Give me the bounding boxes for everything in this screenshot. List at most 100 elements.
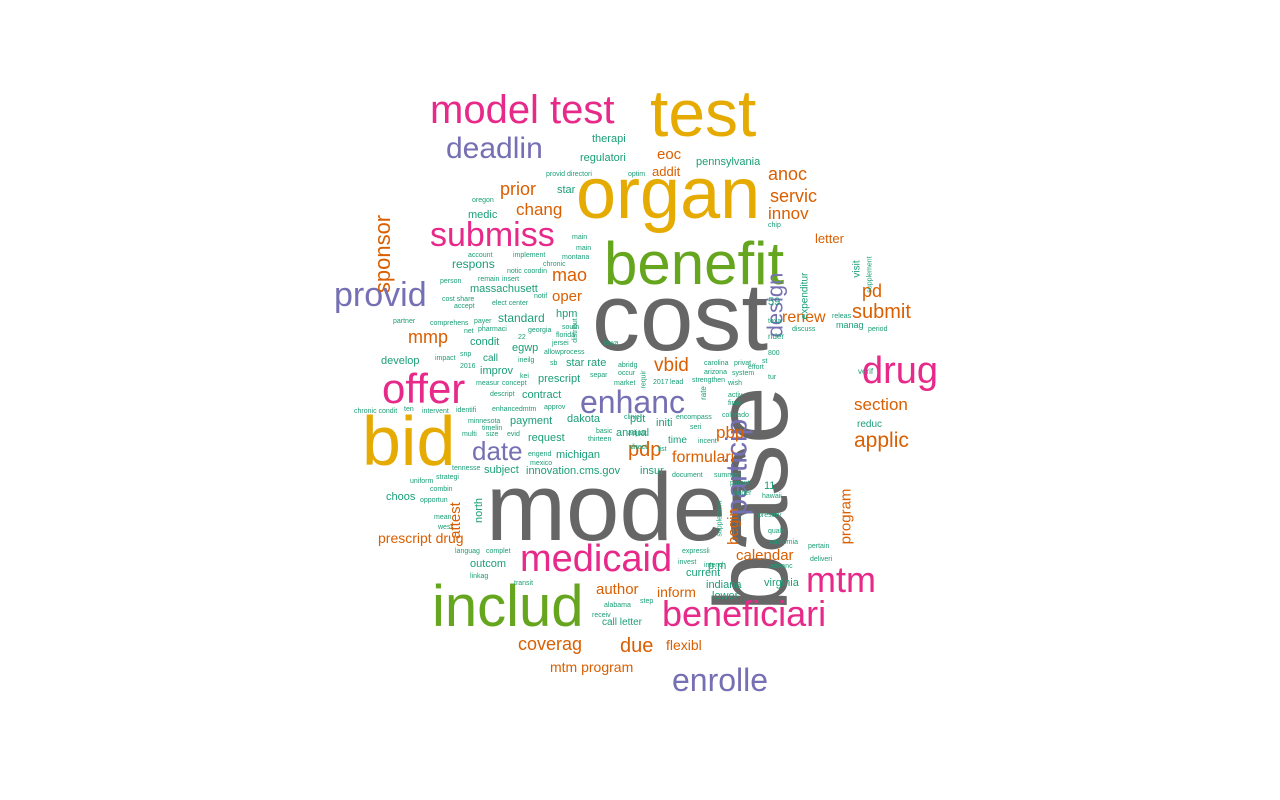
- word-cloud-term: impact: [435, 355, 456, 362]
- word-cloud-term: market: [614, 380, 636, 387]
- word-cloud-term: ten: [404, 406, 414, 413]
- word-cloud-term: account: [468, 252, 493, 259]
- word-cloud-term: size: [486, 431, 499, 438]
- word-cloud-term: servic: [770, 186, 818, 206]
- word-cloud-term: prescript: [538, 373, 581, 385]
- word-cloud-term: supplement: [716, 499, 724, 537]
- word-cloud-term: star: [557, 184, 576, 196]
- word-cloud-term: optim: [628, 171, 646, 178]
- word-cloud-term: sb: [550, 360, 558, 367]
- word-cloud-term: privat: [734, 360, 752, 367]
- word-cloud-term: sponsor: [370, 214, 396, 294]
- word-cloud-term: period: [868, 326, 888, 333]
- word-cloud-term: effort: [748, 364, 764, 371]
- word-cloud-term: 2016: [460, 363, 476, 370]
- word-cloud-term: finder: [734, 490, 752, 497]
- word-cloud-term: standard: [498, 311, 545, 325]
- word-cloud-term: mexico: [530, 460, 553, 467]
- word-cloud-term: applic: [854, 429, 909, 452]
- word-cloud-term: summari: [714, 472, 741, 479]
- word-cloud-term: jersei: [552, 340, 569, 347]
- word-cloud-term: enhancedmtm: [492, 406, 537, 413]
- word-cloud-term: pd: [862, 281, 883, 301]
- word-cloud-term: provid: [334, 276, 427, 314]
- word-cloud-term: innov: [768, 204, 809, 223]
- word-cloud-term: michigan: [556, 449, 601, 461]
- word-cloud-term: colorado: [722, 412, 749, 419]
- word-cloud-term: measur: [476, 380, 500, 387]
- word-cloud-term: comprehens: [430, 320, 469, 327]
- word-cloud-term: author: [596, 581, 639, 598]
- word-cloud-term: ineilg: [518, 357, 535, 364]
- word-cloud-term: georgia: [528, 327, 552, 334]
- word-cloud-term: star rate: [566, 357, 607, 369]
- word-cloud-term: final: [728, 400, 741, 407]
- word-cloud-term: west: [438, 524, 453, 531]
- word-cloud-term: linkag: [470, 573, 489, 580]
- word-cloud-term: anoc: [768, 164, 808, 184]
- word-cloud-term: basic: [596, 428, 613, 435]
- word-cloud-term: section: [854, 395, 908, 414]
- word-cloud-term: provid directori: [546, 171, 592, 178]
- word-cloud-term: clinic: [624, 414, 640, 421]
- word-cloud-term: activ: [728, 392, 743, 399]
- word-cloud-term: manag: [836, 320, 864, 330]
- word-cloud-term: oregon: [472, 197, 494, 204]
- word-cloud-term: model: [486, 454, 748, 561]
- word-cloud-term: tennesse: [452, 465, 481, 472]
- word-cloud-term: hawaii: [762, 493, 782, 500]
- word-cloud-term: partner: [393, 318, 416, 325]
- word-cloud-term: mtm: [806, 559, 876, 600]
- word-cloud-term: condit: [470, 336, 500, 348]
- word-cloud-term: beneficiari: [662, 593, 827, 634]
- word-cloud-term: vbid: [654, 355, 689, 376]
- word-cloud-term: step: [640, 598, 654, 605]
- word-cloud-term: florida: [556, 332, 576, 339]
- word-cloud-term: opportun: [420, 497, 448, 504]
- word-cloud-term: thirteen: [588, 436, 612, 443]
- word-cloud-term: timelin: [482, 425, 503, 432]
- word-cloud-term: deadlin: [446, 132, 543, 165]
- word-cloud-term: pdp: [628, 439, 662, 461]
- word-cloud-term: remain: [478, 276, 500, 283]
- word-cloud-term: insur: [640, 465, 664, 477]
- word-cloud-term: chip: [768, 222, 781, 229]
- word-cloud-term: multi: [462, 431, 477, 438]
- word-cloud-term: north: [473, 497, 486, 524]
- word-cloud-term: inform: [657, 584, 696, 600]
- word-cloud-term: seri: [690, 424, 702, 431]
- word-cloud-term: offer: [382, 365, 466, 412]
- word-cloud-term: medicaid: [520, 538, 673, 580]
- word-cloud-term: choos: [386, 491, 416, 503]
- word-cloud-term: 800: [768, 350, 780, 357]
- word-cloud-term: parent: [730, 480, 750, 487]
- word-cloud-term: develop: [381, 355, 420, 367]
- word-cloud-term: system: [732, 370, 755, 377]
- word-cloud-term: coordin: [524, 268, 547, 275]
- word-cloud-term: mean: [434, 514, 452, 521]
- word-cloud-term: contract: [522, 389, 562, 401]
- word-cloud-term: pennsylvania: [696, 156, 761, 168]
- word-cloud-term: rate: [698, 386, 708, 400]
- word-cloud-term: qualiti: [768, 528, 787, 535]
- word-cloud-term: prior: [500, 179, 537, 199]
- word-cloud-term: complet: [486, 548, 511, 555]
- word-cloud-term: insert: [502, 276, 520, 283]
- word-cloud-term: submit: [852, 301, 911, 323]
- word-cloud-term: respons: [452, 257, 495, 271]
- word-cloud-term: expenditur: [798, 272, 810, 319]
- word-cloud-term: reduc: [857, 419, 883, 430]
- word-cloud-term: texa: [768, 318, 782, 325]
- word-cloud-term: begin: [724, 508, 742, 545]
- word-cloud-term: kei: [520, 373, 529, 380]
- word-cloud-term: process: [560, 349, 585, 356]
- word-cloud-term: lead: [670, 379, 684, 386]
- word-cloud-term: chang: [516, 200, 563, 219]
- word-cloud-term: mmp: [408, 327, 448, 347]
- word-cloud-term: identifi: [456, 407, 477, 414]
- word-cloud-term: dakota: [567, 413, 601, 425]
- word-cloud-term: medic: [468, 209, 498, 221]
- word-cloud-term: therapi: [592, 133, 626, 145]
- word-cloud-term: distribut: [571, 318, 579, 343]
